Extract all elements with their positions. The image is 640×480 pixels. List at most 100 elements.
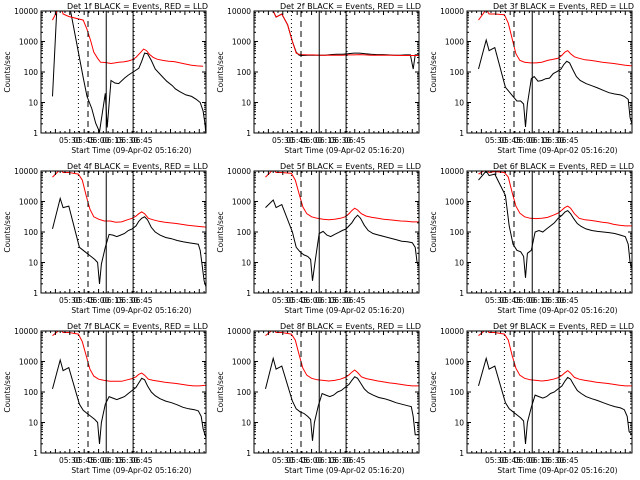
panel-det-2: 1 10 100 1000 10000 05:3005:4506:0006:1506:30…	[216, 2, 421, 155]
y-tick-label: 10	[241, 259, 251, 268]
panel-det-8: 1 10 100 1000 10000 05:3005:4506:0006:1506:30…	[216, 322, 421, 475]
plot-frame	[40, 170, 207, 294]
x-tick-label: 05:30	[485, 456, 507, 465]
x-tick-label: 06:15	[528, 296, 550, 305]
lld-series-line	[271, 11, 419, 56]
events-series-line	[265, 356, 419, 441]
panel-det-7: 1 10 100 1000 10000 05:3005:4506:0006:1506:30…	[3, 322, 208, 475]
events-series-line	[478, 356, 632, 444]
y-tick-label: 1000	[19, 358, 38, 367]
y-tick-label: 10000	[14, 7, 38, 16]
x-axis-label: Start Time (09-Apr-02 05:16:20)	[71, 306, 191, 315]
x-axis-label: Start Time (09-Apr-02 05:16:20)	[284, 306, 404, 315]
panel-det-5: 1 10 100 1000 10000 05:3005:4506:0006:1506:30…	[216, 162, 421, 315]
y-axis-label: Counts/sec	[216, 211, 225, 252]
plot-frame	[253, 330, 420, 454]
x-tick-label: 05:30	[485, 136, 507, 145]
plot-frame	[40, 10, 207, 134]
panel-title: Det 2f BLACK = Events, RED = LLD	[280, 2, 421, 11]
y-axis-label: Counts/sec	[3, 51, 12, 92]
lld-series-line	[478, 11, 632, 67]
panel-title: Det 1f BLACK = Events, RED = LLD	[67, 2, 208, 11]
panel-title: Det 4f BLACK = Events, RED = LLD	[67, 162, 208, 171]
panel-title: Det 5f BLACK = Events, RED = LLD	[280, 162, 421, 171]
lld-series-line	[52, 331, 206, 387]
y-tick-label: 1000	[445, 198, 464, 207]
y-tick-label: 100	[24, 388, 39, 397]
y-tick-label: 1	[459, 129, 464, 138]
x-tick-label: 05:45	[499, 456, 521, 465]
y-tick-label: 10000	[14, 327, 38, 336]
y-tick-label: 1	[33, 129, 38, 138]
y-tick-label: 1000	[445, 358, 464, 367]
lld-series-line	[478, 331, 632, 387]
events-series-line	[52, 11, 206, 133]
x-tick-label: 05:30	[272, 136, 294, 145]
y-tick-label: 10000	[440, 7, 464, 16]
y-axis-label: Counts/sec	[429, 51, 438, 92]
y-tick-label: 100	[450, 388, 465, 397]
events-series-line	[52, 358, 206, 444]
y-tick-label: 100	[237, 388, 252, 397]
x-axis-label: Start Time (09-Apr-02 05:16:20)	[71, 146, 191, 155]
panel-title: Det 9f BLACK = Events, RED = LLD	[493, 322, 634, 331]
x-tick-label: 05:30	[59, 456, 81, 465]
panel-det-6: 1 10 100 1000 10000 05:3005:4506:0006:1506:30…	[429, 162, 634, 315]
x-tick-label: 06:30	[117, 136, 139, 145]
y-tick-label: 10	[454, 419, 464, 428]
x-tick-label: 05:30	[59, 136, 81, 145]
y-axis-label: Counts/sec	[3, 371, 12, 412]
x-tick-label: 06:15	[315, 456, 337, 465]
x-tick-label: 06:00	[88, 456, 110, 465]
x-tick-label: 06:45	[344, 296, 366, 305]
y-axis-label: Counts/sec	[429, 211, 438, 252]
x-tick-label: 05:30	[272, 456, 294, 465]
y-tick-label: 1000	[445, 38, 464, 47]
y-tick-label: 10	[28, 259, 38, 268]
x-axis-label: Start Time (09-Apr-02 05:16:20)	[497, 466, 617, 475]
x-tick-label: 06:45	[131, 456, 153, 465]
lld-series-line	[265, 171, 419, 223]
events-series-line	[271, 11, 419, 70]
panel-title: Det 6f BLACK = Events, RED = LLD	[493, 162, 634, 171]
x-tick-label: 06:15	[528, 136, 550, 145]
x-tick-label: 05:45	[286, 456, 308, 465]
x-tick-label: 06:45	[557, 136, 579, 145]
panel-det-4: 1 10 100 1000 10000 05:3005:4506:0006:1506:30…	[3, 162, 208, 315]
y-tick-label: 10000	[227, 327, 251, 336]
x-axis-label: Start Time (09-Apr-02 05:16:20)	[71, 466, 191, 475]
y-tick-label: 10000	[227, 167, 251, 176]
y-tick-label: 10000	[440, 327, 464, 336]
panel-title: Det 7f BLACK = Events, RED = LLD	[67, 322, 208, 331]
x-tick-label: 05:45	[73, 456, 95, 465]
x-tick-label: 06:00	[88, 136, 110, 145]
x-tick-label: 06:30	[117, 296, 139, 305]
events-series-line	[478, 171, 632, 278]
x-tick-label: 05:45	[73, 296, 95, 305]
y-tick-label: 100	[450, 68, 465, 77]
y-axis-label: Counts/sec	[3, 211, 12, 252]
y-axis-label: Counts/sec	[216, 51, 225, 92]
x-tick-label: 05:45	[499, 136, 521, 145]
x-tick-label: 05:45	[499, 296, 521, 305]
x-tick-label: 06:45	[557, 456, 579, 465]
panel-det-9: 1 10 100 1000 10000 05:3005:4506:0006:1506:30…	[429, 322, 634, 475]
x-tick-label: 06:45	[131, 296, 153, 305]
y-tick-label: 10	[454, 259, 464, 268]
x-tick-label: 06:15	[315, 136, 337, 145]
events-series-line	[265, 199, 419, 281]
x-tick-label: 06:30	[117, 456, 139, 465]
x-tick-label: 06:45	[344, 456, 366, 465]
x-tick-label: 06:00	[88, 296, 110, 305]
y-tick-label: 10000	[227, 7, 251, 16]
lld-series-line	[52, 171, 206, 228]
y-tick-label: 1000	[19, 198, 38, 207]
y-tick-label: 1	[33, 449, 38, 458]
y-tick-label: 1000	[19, 38, 38, 47]
y-tick-label: 1	[246, 129, 251, 138]
y-tick-label: 100	[237, 228, 252, 237]
y-tick-label: 10	[241, 99, 251, 108]
x-axis-label: Start Time (09-Apr-02 05:16:20)	[284, 146, 404, 155]
panel-title: Det 3f BLACK = Events, RED = LLD	[493, 2, 634, 11]
